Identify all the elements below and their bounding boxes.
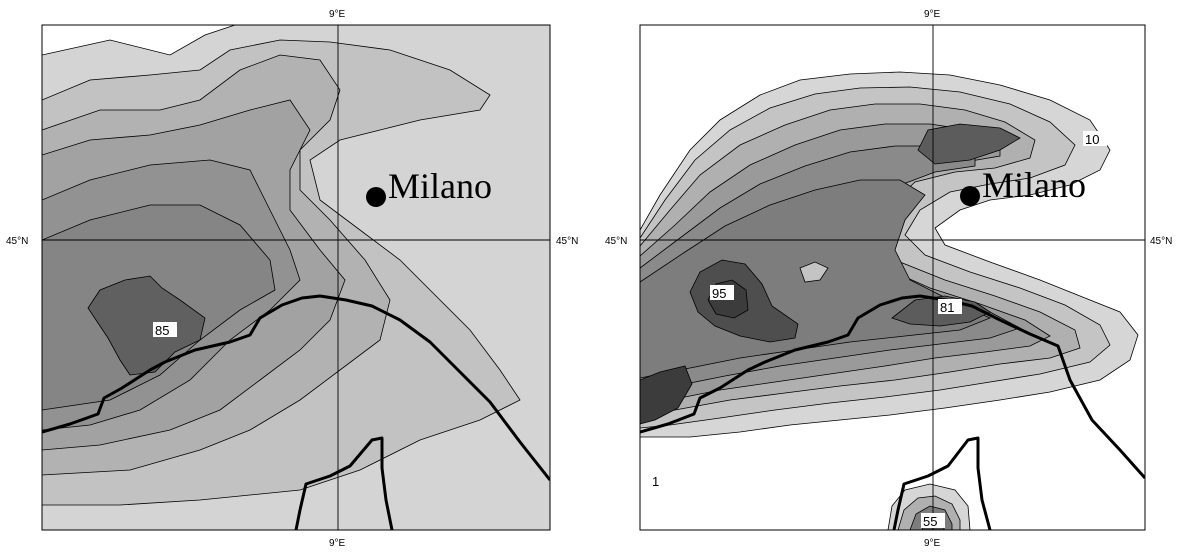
right-lat-label-left: 45°N — [605, 236, 627, 247]
right-contour-label-95: 95 — [712, 286, 726, 301]
right-city-marker — [960, 186, 980, 206]
left-lon-label-bottom: 9°E — [329, 538, 346, 549]
right-contour-label-55: 55 — [923, 514, 937, 529]
left-lon-label-top: 9°E — [329, 9, 346, 20]
right-lon-label-bottom: 9°E — [924, 538, 941, 549]
right-label-box-81 — [938, 299, 962, 314]
right-map: Milano 95 81 55 10 1 9°E 9°E 45°N 45°N — [605, 9, 1172, 549]
right-coastline — [640, 294, 1145, 479]
left-label-box-85 — [153, 322, 177, 337]
right-label-box-55 — [921, 513, 945, 528]
right-lat-label-right: 45°N — [1150, 236, 1172, 247]
left-island-coast — [294, 436, 394, 530]
right-island-coast — [892, 436, 992, 530]
left-contour-fills — [42, 25, 550, 530]
right-lon-label-top: 9°E — [924, 9, 941, 20]
right-label-box-10 — [1083, 131, 1107, 146]
left-lat-label-right: 45°N — [556, 236, 578, 247]
left-city-label: Milano — [388, 166, 492, 206]
right-map-frame — [639, 24, 1146, 531]
left-lat-label-left: 45°N — [6, 236, 28, 247]
left-map: Milano 85 9°E 9°E 45°N 45°N — [6, 9, 578, 549]
right-contour-label-10: 10 — [1085, 132, 1099, 147]
left-city-marker — [366, 187, 386, 207]
left-map-frame — [41, 24, 551, 531]
left-coastline — [42, 294, 550, 481]
right-contour-label-81: 81 — [940, 300, 954, 315]
right-city-label: Milano — [982, 165, 1086, 205]
left-contour-label-85: 85 — [155, 323, 169, 338]
right-contour-label-1: 1 — [652, 474, 659, 489]
right-contour-fills — [640, 71, 1139, 530]
right-label-box-95 — [710, 285, 734, 300]
